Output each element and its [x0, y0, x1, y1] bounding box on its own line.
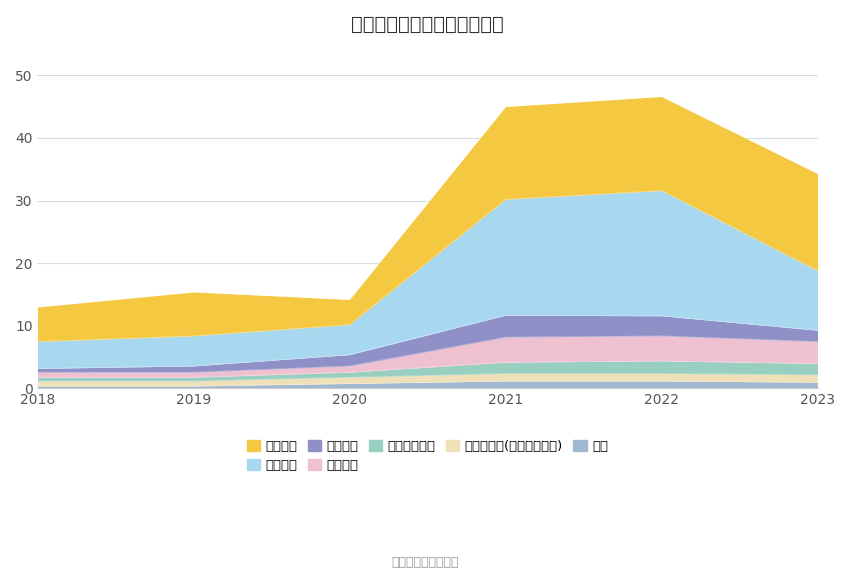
- Legend: 短期借款, 应付票据, 应付账款, 合同负债, 应付职工薪酬, 其他应付款(含利息和股利), 其它: 短期借款, 应付票据, 应付账款, 合同负债, 应付职工薪酬, 其他应付款(含利…: [247, 440, 608, 473]
- Text: 数据来源：恒生聚源: 数据来源：恒生聚源: [391, 557, 459, 569]
- Title: 历年主要负债堆积图（亿元）: 历年主要负债堆积图（亿元）: [351, 15, 504, 34]
